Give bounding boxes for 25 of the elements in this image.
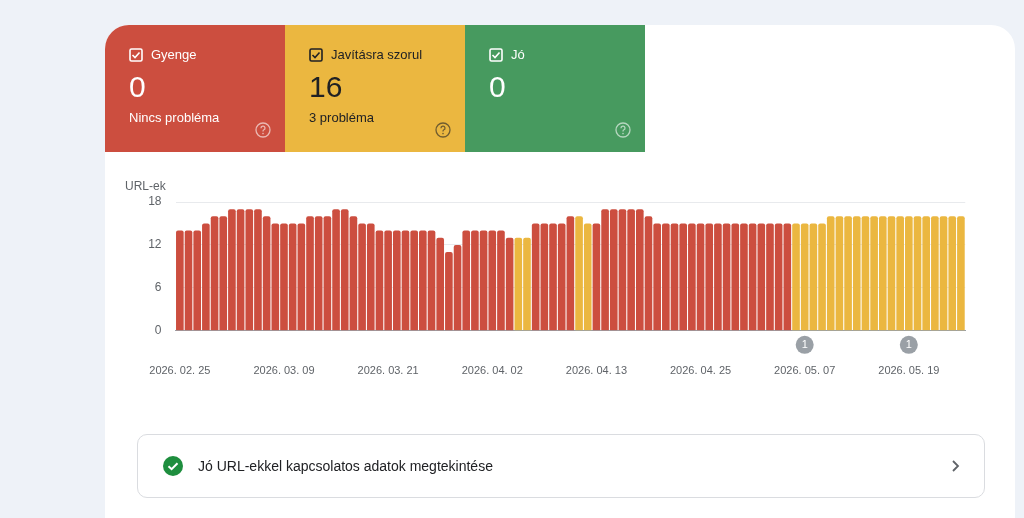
x-tick-label: 2026. 05. 07 [774,364,836,377]
text: Nincs probléma [129,110,220,125]
category-label: Jó [511,47,525,62]
x-tick-label: 2026. 04. 02 [461,364,523,377]
x-tick-label: 2026. 02. 25 [149,364,211,377]
category-label: Gyenge [151,47,197,62]
data-label: 16 [309,70,344,104]
data-label: 0 [489,70,507,104]
x-tick-label: 2026. 03. 09 [253,364,315,377]
x-tick-label: 2026. 03. 21 [357,364,419,377]
category-label: Javításra szorul [331,47,423,62]
bar [783,223,792,331]
x-tick-label: 2026. 04. 25 [669,364,732,377]
text: 1 [905,338,912,351]
y-axis-title: URL-ek [125,179,167,193]
y-tick-label: 6 [154,280,162,295]
text: 1 [801,338,808,351]
y-tick-label: 12 [148,237,162,252]
text: 3 probléma [309,110,375,125]
x-tick-label: 2026. 04. 13 [565,364,627,377]
x-tick-label: 2026. 05. 19 [878,364,940,377]
text: Jó URL-ekkel kapcsolatos adatok megtekintése [198,458,494,474]
y-tick-label: 0 [154,323,162,338]
bar [531,223,540,331]
y-tick-label: 18 [148,194,162,209]
